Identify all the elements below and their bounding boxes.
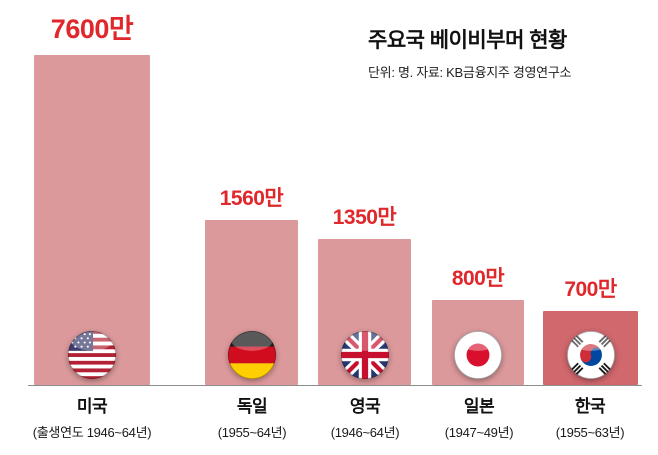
value-label-uk: 1350만	[332, 206, 397, 229]
bar-uk	[318, 239, 411, 385]
axis-label-japan: 일본 (1947~49년)	[399, 392, 559, 441]
birth-period-korea: (1955~63년)	[555, 425, 625, 440]
bar-group-japan: 800만	[432, 262, 524, 385]
bar-germany	[205, 220, 298, 385]
bar-group-germany: 1560만	[205, 182, 298, 385]
bar-group-uk: 1350만	[318, 201, 411, 385]
value-label-korea: 700만	[564, 278, 617, 301]
country-name-korea: 한국	[574, 397, 606, 416]
value-label-usa: 7600만	[50, 14, 134, 44]
usa-flag-icon	[67, 330, 117, 380]
japan-flag-icon	[453, 330, 503, 380]
country-name-uk: 영국	[349, 397, 381, 416]
country-name-usa: 미국	[76, 397, 108, 416]
bar-japan	[432, 300, 524, 385]
bar-korea	[543, 311, 638, 385]
korea-flag-icon	[566, 330, 616, 380]
birth-period-germany: (1955~64년)	[217, 425, 287, 440]
chart-title: 주요국 베이비부머 현황	[368, 29, 567, 52]
birth-period-uk: (1946~64년)	[330, 425, 400, 440]
axis-label-germany: 독일 (1955~64년)	[172, 392, 332, 441]
birth-period-usa: (출생연도 1946~64년)	[32, 425, 152, 440]
bar-group-usa: 7600만	[34, 7, 150, 385]
unit-source-note: 단위: 명. 자료: KB금융지주 경영연구소	[368, 65, 572, 80]
axis-label-korea: 한국 (1955~63년)	[510, 392, 658, 441]
value-label-germany: 1560만	[219, 187, 284, 210]
bar-usa	[34, 55, 150, 385]
uk-flag-icon	[340, 330, 390, 380]
country-name-germany: 독일	[236, 397, 268, 416]
germany-flag-icon	[227, 330, 277, 380]
birth-period-japan: (1947~49년)	[444, 425, 514, 440]
axis-label-usa: 미국 (출생연도 1946~64년)	[12, 392, 172, 441]
x-axis-baseline	[28, 385, 642, 386]
country-name-japan: 일본	[463, 397, 495, 416]
bar-group-korea: 700만	[543, 273, 638, 385]
axis-label-uk: 영국 (1946~64년)	[285, 392, 445, 441]
value-label-japan: 800만	[451, 267, 505, 290]
